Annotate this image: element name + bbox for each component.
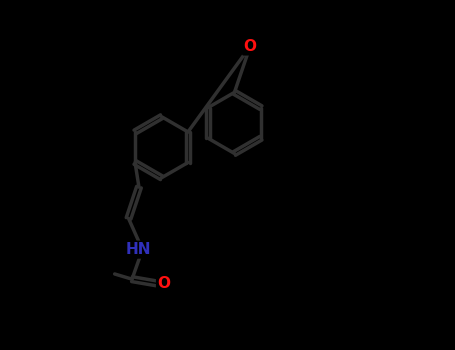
Text: HN: HN (126, 242, 151, 257)
Text: O: O (243, 39, 257, 54)
Text: O: O (157, 276, 171, 291)
